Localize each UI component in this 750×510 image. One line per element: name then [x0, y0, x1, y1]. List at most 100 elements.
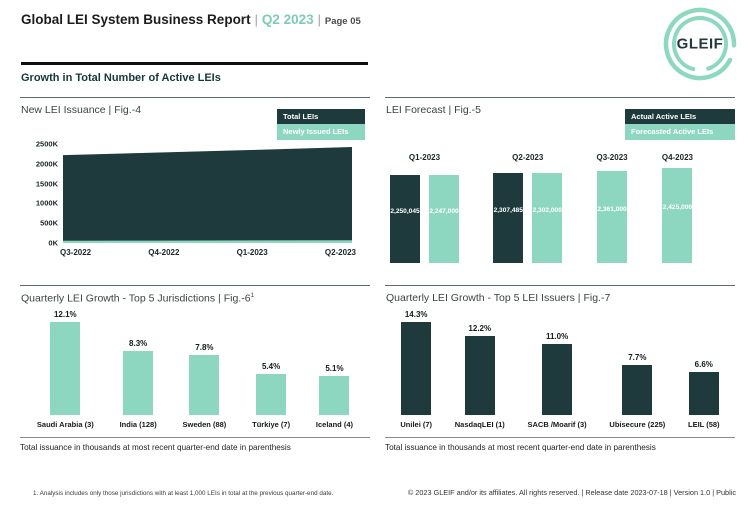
growth-category-label: Sweden (88) [182, 420, 227, 429]
growth-column: 12.1% Saudi Arabia (3) [37, 308, 94, 429]
y-axis-fig4: 2500K 2000K 1500K 1000K 500K 0K [20, 140, 58, 248]
panel-top5-jurisdictions: Quarterly LEI Growth - Top 5 Jurisdictio… [20, 285, 370, 432]
forecast-group: Q4-2023 2,425,000 [662, 153, 693, 265]
growth-column: 14.3% Unilei (7) [400, 308, 432, 429]
page-number: Page 05 [324, 16, 361, 27]
gleif-logo: GLEIF [661, 5, 739, 83]
growth-bar-stack: 5.1% [319, 308, 350, 415]
x-tick-label: Q3-2022 [60, 248, 92, 257]
growth-column: 5.4% Türkiye (7) [252, 308, 290, 430]
chart-title-text: Quarterly LEI Growth - Top 5 LEI Issuers… [386, 292, 611, 304]
growth-value-label: 5.1% [325, 363, 344, 373]
growth-column: 11.0% SACB /Moarif (3) [527, 308, 587, 430]
growth-value-label: 12.1% [53, 310, 77, 319]
legend-fig4: Total LEIs Newly Issued LEIs [277, 109, 365, 140]
growth-bar [256, 373, 287, 415]
forecast-bar: 2,307,485 [493, 172, 524, 263]
legend-item: Total LEIs [277, 109, 365, 125]
growth-category-label: Ubisecure (225) [609, 420, 666, 429]
growth-category-label: Iceland (4) [315, 420, 354, 429]
forecast-group: Q1-2023 2,250,045 2,247,000 [390, 153, 459, 265]
growth-column: 12.2% NasdaqLEI (1) [455, 308, 505, 429]
forecast-bar-value: 2,302,000 [532, 207, 562, 215]
chart-title-fig7: Quarterly LEI Growth - Top 5 LEI Issuers… [386, 292, 735, 304]
growth-category-label: Unilei (7) [400, 420, 433, 429]
growth-column: 7.8% Sweden (88) [183, 308, 227, 429]
forecast-group: Q3-2023 2,361,000 [596, 153, 628, 265]
legend-item: Actual Active LEIs [625, 109, 735, 125]
growth-bar-stack: 11.0% [542, 308, 573, 415]
y-tick-label: 1500K [35, 179, 58, 189]
forecast-bars: 2,425,000 [662, 168, 693, 263]
forecast-bar: 2,250,045 [390, 174, 420, 263]
bar-chart-fig7: 14.3% Unilei (7) 12.2% NasdaqLEI (1) 11.0% SA… [389, 308, 731, 429]
growth-bar-stack: 6.6% [688, 308, 719, 415]
x-tick-label: Q2-2023 [324, 248, 356, 257]
legend-fig5: Actual Active LEIs Forecasted Active LEIs [625, 109, 735, 140]
growth-value-label: 7.8% [195, 343, 214, 352]
growth-category-label: LEIL (58) [688, 420, 720, 429]
growth-value-label: 5.4% [261, 361, 281, 371]
chart-title-text: LEI Forecast | Fig.-5 [386, 104, 481, 116]
forecast-bars: 2,250,045 2,247,000 [390, 168, 459, 263]
report-header: Global LEI System Business Report | Q2 202… [21, 11, 361, 29]
forecast-bar: 2,361,000 [597, 170, 628, 263]
growth-bar [123, 351, 154, 415]
growth-bar-stack: 7.8% [189, 308, 220, 415]
chart-title-fig4: New LEI Issuance | Fig.-4 [21, 104, 370, 116]
forecast-bars: 2,307,485 2,302,000 [493, 168, 563, 263]
copyright: © 2023 GLEIF and/or its affiliates. All … [407, 488, 736, 497]
report-title: Global LEI System Business Report [21, 12, 251, 27]
y-tick-label: 500K [40, 218, 58, 228]
header-rule [21, 62, 368, 65]
chart-title-text: Quarterly LEI Growth - Top 5 Jurisdictio… [21, 292, 251, 305]
area-chart-svg [63, 147, 352, 243]
forecast-bar-value: 2,425,000 [662, 204, 693, 212]
panel-top5-issuers: Quarterly LEI Growth - Top 5 LEI Issuers… [385, 285, 735, 432]
legend-item: Newly Issued LEIs [277, 124, 365, 140]
growth-bar [401, 322, 432, 415]
growth-value-label: 11.0% [545, 331, 569, 341]
growth-bar-stack: 14.3% [401, 308, 432, 415]
chart-title-superscript: 1 [250, 292, 255, 299]
bar-chart-fig5: Q1-2023 2,250,045 2,247,000 Q2-2023 2,307,48… [390, 153, 735, 265]
forecast-category-label: Q1-2023 [408, 153, 441, 162]
section-heading: Growth in Total Number of Active LEIs [21, 72, 221, 84]
growth-bar [464, 335, 495, 415]
growth-column: 5.1% Iceland (4) [316, 308, 353, 429]
logo-inner-ring [672, 16, 728, 72]
y-tick-label: 1000K [35, 198, 58, 208]
growth-value-label: 8.3% [129, 339, 148, 349]
forecast-bar-value: 2,247,000 [429, 208, 459, 216]
bar-chart-fig6: 12.1% Saudi Arabia (3) 8.3% India (128) 7.8%… [24, 308, 366, 429]
forecast-bar-value: 2,250,045 [390, 208, 420, 216]
growth-value-label: 7.7% [628, 352, 647, 362]
growth-bar [622, 364, 653, 415]
gleif-logo-rings-icon [663, 7, 737, 81]
forecast-bar: 2,302,000 [532, 172, 563, 263]
forecast-bar: 2,247,000 [429, 175, 459, 263]
growth-bar-stack: 5.4% [256, 308, 287, 415]
note-issuers: Total issuance in thousands at most rece… [385, 437, 735, 452]
x-tick-label: Q1-2023 [236, 248, 268, 257]
header-separator: | [254, 13, 258, 27]
growth-bar [319, 375, 350, 415]
area-chart-fig4 [63, 144, 352, 243]
growth-column: 8.3% India (128) [120, 308, 157, 429]
logo-outer-ring [663, 7, 737, 81]
growth-bar [542, 343, 573, 415]
panel-new-lei-issuance: New LEI Issuance | Fig.-4 Total LEIs Newl… [20, 97, 370, 270]
x-tick-label: Q4-2022 [148, 248, 180, 257]
growth-column: 7.7% Ubisecure (225) [609, 308, 665, 429]
growth-category-label: SACB /Moarif (3) [527, 420, 587, 429]
growth-bar [688, 372, 719, 415]
y-tick-label: 2500K [35, 139, 58, 149]
growth-category-label: India (128) [119, 420, 157, 429]
forecast-category-label: Q2-2023 [512, 153, 544, 162]
growth-bar-stack: 12.1% [50, 308, 81, 415]
forecast-group: Q2-2023 2,307,485 2,302,000 [493, 153, 563, 265]
growth-column: 6.6% LEIL (58) [688, 308, 720, 429]
report-period: Q2 2023 [261, 12, 314, 27]
forecast-bar: 2,425,000 [662, 168, 693, 263]
